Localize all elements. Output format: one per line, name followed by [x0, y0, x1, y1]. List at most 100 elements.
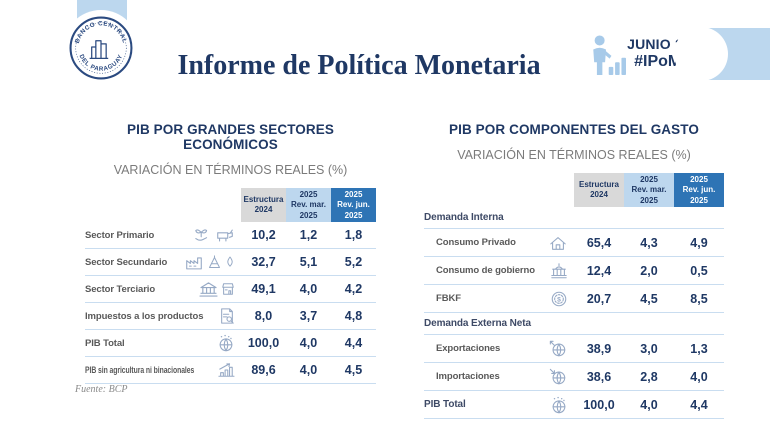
header-right-notch: [674, 27, 728, 81]
globe-export-icon: [549, 340, 566, 357]
row-label: Sector Secundario: [85, 256, 168, 268]
row-label: Consumo de gobierno: [436, 265, 535, 277]
sectors-table-panel: PIB POR GRANDES SECTORES ECONÓMICOS VARI…: [85, 111, 376, 385]
value-cell: 4,5: [640, 291, 658, 306]
row-label: Consumo Privado: [436, 237, 516, 249]
section-row-demanda-externa-neta: Demanda Externa Neta: [424, 313, 724, 336]
value-cell: 4,4: [690, 397, 708, 412]
globe-import-icon: [549, 368, 566, 385]
crane-icon: [209, 255, 220, 268]
value-cell: 4,4: [344, 336, 363, 351]
table-row-pib-total: PIB Total 100,0 4,0 4,4: [85, 330, 376, 358]
value-cell: 0,5: [690, 263, 708, 278]
table-row-consumo-privado: Consumo Privado 65,4 4,3 4,9: [424, 229, 724, 258]
value-cell: 4,9: [690, 235, 708, 250]
table-row-fbkf: FBKF $ 20,7 4,5 8,5: [424, 285, 724, 314]
col-header-rev-mar-2025: 2025 Rev. mar. 2025: [286, 188, 331, 223]
value-cell: 10,2: [251, 228, 276, 243]
page-title: Informe de Política Monetaria: [177, 49, 541, 81]
value-cell: 100,0: [583, 397, 615, 412]
value-cell: 4,0: [299, 336, 318, 351]
cattle-icon: [217, 229, 233, 242]
factory-icon: [186, 257, 202, 270]
value-cell: 1,8: [344, 228, 363, 243]
value-cell: 4,8: [344, 309, 363, 324]
svg-text:$: $: [557, 296, 561, 303]
expenditure-table-panel: PIB POR COMPONENTES DEL GASTO VARIACIÓN …: [424, 111, 724, 420]
value-cell: 1,3: [690, 341, 708, 356]
value-cell: 4,5: [344, 363, 363, 378]
table-row-sector-secundario: Sector Secundario 32,7 5,1 5,2: [85, 249, 376, 277]
tax-document-icon: [221, 308, 234, 325]
value-cell: 32,7: [251, 255, 276, 270]
header-right-decoration: [674, 27, 770, 81]
right-table-header-row: Estructura 2024 2025 Rev. mar. 2025 2025…: [424, 173, 724, 208]
source-note: Fuente: BCP: [75, 384, 128, 395]
table-row-importaciones: Importaciones 38,6 2,8 4,0: [424, 363, 724, 392]
col-header-estructura-2024: Estructura 2024: [574, 173, 624, 208]
value-cell: 65,4: [586, 235, 612, 250]
house-icon: [550, 236, 566, 250]
sprout-hand-icon: [195, 229, 208, 242]
value-cell: 8,5: [690, 291, 708, 306]
row-label: PIB Total: [424, 399, 466, 411]
table-row-pib-total: PIB Total 100,0 4,0 4,4: [424, 391, 724, 420]
coin-icon: $: [551, 291, 567, 307]
section-label: Demanda Externa Neta: [424, 318, 531, 330]
bank-icon: [199, 282, 218, 297]
globe-coins-icon: [219, 335, 233, 352]
value-cell: 49,1: [251, 282, 276, 297]
row-label: Sector Primario: [85, 229, 155, 241]
table-row-sector-terciario: Sector Terciario 49,1 4,0 4,2: [85, 276, 376, 304]
row-label: Importaciones: [436, 371, 500, 383]
left-table-header-row: Estructura 2024 2025 Rev. mar. 2025 2025…: [85, 188, 376, 223]
row-label: FBKF: [436, 293, 461, 305]
value-cell: 2,8: [640, 369, 658, 384]
col-header-rev-jun-2025: 2025 Rev. jun. 2025: [674, 173, 724, 208]
section-label: Demanda Interna: [424, 212, 504, 224]
right-table-title: PIB POR COMPONENTES DEL GASTO: [449, 122, 699, 138]
value-cell: 4,0: [640, 397, 658, 412]
value-cell: 38,6: [586, 369, 612, 384]
value-cell: 38,9: [586, 341, 612, 356]
right-table-subtitle: VARIACIÓN EN TÉRMINOS REALES (%): [457, 148, 691, 163]
growth-chart-icon: [218, 363, 235, 378]
value-cell: 1,2: [299, 228, 318, 243]
value-cell: 20,7: [586, 291, 612, 306]
table-row-impuestos: Impuestos a los productos 8,0 3,7 4,8: [85, 303, 376, 331]
droplet-icon: [227, 256, 233, 268]
value-cell: 3,0: [640, 341, 658, 356]
value-cell: 4,3: [640, 235, 658, 250]
table-row-sector-primario: Sector Primario 10,2 1,2 1,8: [85, 222, 376, 250]
value-cell: 5,2: [344, 255, 363, 270]
col-header-estructura-2024: Estructura 2024: [241, 188, 286, 223]
value-cell: 4,0: [299, 282, 318, 297]
value-cell: 100,0: [247, 336, 280, 351]
shop-icon: [222, 283, 234, 296]
table-row-consumo-gobierno: Consumo de gobierno 12,4 2,0 0,5: [424, 257, 724, 286]
value-cell: 8,0: [254, 309, 273, 324]
value-cell: 3,7: [299, 309, 318, 324]
value-cell: 89,6: [251, 363, 276, 378]
row-label: PIB Total: [85, 337, 125, 349]
table-row-pib-sin-agricultura: PIB sin agricultura ni binacionales 89,6…: [85, 357, 376, 385]
row-label: Sector Terciario: [85, 283, 156, 295]
value-cell: 5,1: [299, 255, 318, 270]
col-header-rev-mar-2025: 2025 Rev. mar. 2025: [624, 173, 674, 208]
section-row-demanda-interna: Demanda Interna: [424, 207, 724, 230]
value-cell: 2,0: [640, 263, 658, 278]
value-cell: 4,2: [344, 282, 363, 297]
row-label: Exportaciones: [436, 343, 501, 355]
person-with-bar-chart-icon: [593, 35, 626, 75]
left-table-subtitle: VARIACIÓN EN TÉRMINOS REALES (%): [113, 163, 348, 178]
government-building-icon: [551, 263, 567, 279]
globe-coins-icon: [552, 396, 566, 414]
table-row-exportaciones: Exportaciones 38,9 3,0 1,3: [424, 335, 724, 364]
row-label: PIB sin agricultura ni binacionales: [85, 364, 195, 376]
value-cell: 4,0: [299, 363, 318, 378]
row-label: Impuestos a los productos: [85, 310, 204, 322]
value-cell: 12,4: [586, 263, 612, 278]
left-table-title: PIB POR GRANDES SECTORES ECONÓMICOS: [127, 122, 334, 153]
value-cell: 4,0: [690, 369, 708, 384]
col-header-rev-jun-2025: 2025 Rev. jun. 2025: [331, 188, 376, 223]
